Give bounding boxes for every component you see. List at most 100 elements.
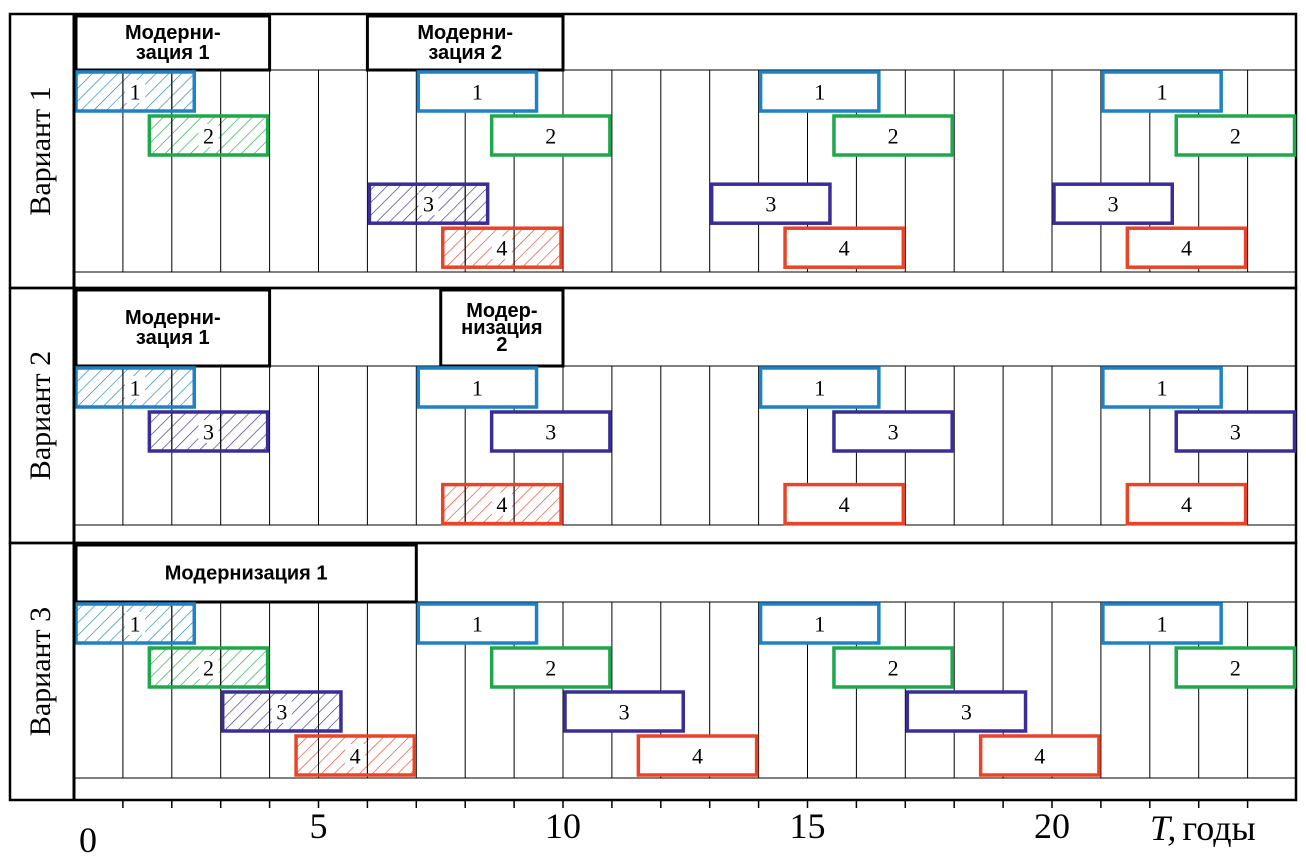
bar-label: 4	[496, 492, 507, 517]
bar-label: 4	[839, 492, 850, 517]
modernization-label: 2	[496, 334, 507, 356]
bar-label: 1	[814, 80, 825, 105]
time-axis: 0 5 10 15 20 T, годы	[72, 14, 1256, 859]
modernization-label: Модернизация 1	[165, 563, 328, 585]
bar-label: 2	[203, 124, 214, 149]
modernization-label: зация 2	[428, 42, 502, 64]
bar-label: 1	[130, 80, 141, 105]
bar-task-4: 4	[978, 734, 1101, 777]
bar-label: 4	[1181, 236, 1192, 261]
variant-label: Вариант 1	[24, 86, 57, 215]
bar-label: 2	[888, 124, 899, 149]
modernization-box-1: Модерни-зация 1	[74, 14, 272, 72]
variant-label: Вариант 2	[24, 351, 57, 480]
bar-label: 4	[496, 236, 507, 261]
bar-label: 1	[130, 376, 141, 401]
bar-task-2: 2	[147, 646, 270, 689]
bar-label: 3	[276, 700, 287, 725]
bar-task-4: 4	[1125, 226, 1248, 269]
bar-label: 2	[1230, 656, 1241, 681]
bar-label: 1	[130, 612, 141, 637]
bar-task-1: 1	[416, 366, 539, 409]
modernization-label: Модерни-	[125, 307, 221, 329]
modernization-label: низация	[461, 317, 542, 339]
bar-task-3: 3	[905, 690, 1028, 733]
bar-label: 1	[1157, 376, 1168, 401]
bar-label: 1	[472, 612, 483, 637]
bar-task-3: 3	[832, 410, 954, 453]
bar-label: 4	[1181, 492, 1192, 517]
bar-task-2: 2	[1174, 114, 1297, 157]
bar-label: 3	[888, 420, 899, 445]
bar-task-3: 3	[220, 690, 343, 733]
bar-task-4: 4	[441, 482, 563, 526]
variant-label: Вариант 3	[24, 607, 57, 736]
bar-label: 3	[545, 420, 556, 445]
bar-label: 1	[814, 376, 825, 401]
bar-task-3: 3	[367, 182, 490, 225]
bar-task-1: 1	[758, 366, 881, 409]
bar-label: 4	[692, 744, 703, 769]
bar-task-4: 4	[441, 226, 563, 269]
x-tick-label: 20	[1034, 806, 1070, 846]
modernization-box-1: Модернизация 1	[74, 543, 418, 604]
panel-variant-3: Вариант 3 Модернизация 1 1 2 3 4 1 2 3 4 1 2 3 4 1 2	[8, 541, 1298, 802]
bar-label: 4	[350, 744, 361, 769]
bar-task-1: 1	[1101, 366, 1223, 409]
bar-task-1: 1	[74, 366, 196, 409]
modernization-label: Модер-	[466, 300, 537, 322]
bar-task-2: 2	[832, 646, 954, 689]
bar-task-1: 1	[1101, 70, 1223, 113]
x-axis-title: T, годы	[1150, 808, 1256, 848]
bar-task-2: 2	[147, 114, 270, 157]
modernization-box-2: Модерни-зация 2	[365, 14, 565, 72]
bar-task-3: 3	[1174, 410, 1297, 453]
bar-task-4: 4	[783, 226, 906, 269]
x-tick-label: 15	[790, 806, 826, 846]
bar-label: 4	[839, 236, 850, 261]
bar-task-4: 4	[783, 482, 906, 526]
bar-task-1: 1	[74, 70, 196, 113]
x-tick-label: 10	[545, 806, 581, 846]
bar-task-3: 3	[563, 690, 685, 733]
bar-task-1: 1	[74, 602, 196, 645]
bar-task-1: 1	[416, 70, 539, 113]
bar-label: 2	[203, 656, 214, 681]
bar-label: 3	[619, 700, 630, 725]
x-tick-label: 5	[310, 806, 328, 846]
modernization-label: зация 1	[136, 42, 210, 64]
bar-task-2: 2	[1174, 646, 1297, 689]
bar-label: 2	[545, 656, 556, 681]
bar-task-3: 3	[489, 410, 612, 453]
bar-task-2: 2	[489, 114, 612, 157]
bar-task-3: 3	[709, 182, 832, 225]
bar-label: 1	[814, 612, 825, 637]
x-tick-label: 0	[79, 820, 97, 859]
bar-task-2: 2	[489, 646, 612, 689]
modernization-label: Модерни-	[125, 22, 221, 44]
bar-label: 3	[961, 700, 972, 725]
bar-task-1: 1	[416, 602, 539, 645]
bar-label: 1	[1157, 80, 1168, 105]
bar-label: 3	[765, 192, 776, 217]
bar-task-4: 4	[636, 734, 759, 777]
bar-label: 2	[888, 656, 899, 681]
bar-label: 2	[545, 124, 556, 149]
bar-task-1: 1	[758, 602, 881, 645]
bar-label: 3	[1230, 420, 1241, 445]
bar-label: 4	[1034, 744, 1045, 769]
bar-label: 3	[203, 420, 214, 445]
bar-task-4: 4	[1125, 482, 1248, 526]
modernization-box-1: Модерни-зация 1	[74, 288, 272, 368]
bar-task-4: 4	[294, 734, 417, 777]
bar-label: 1	[472, 376, 483, 401]
bar-task-3: 3	[1052, 182, 1174, 225]
bar-label: 3	[423, 192, 434, 217]
bar-task-1: 1	[758, 70, 881, 113]
bar-label: 1	[472, 80, 483, 105]
bar-label: 3	[1108, 192, 1119, 217]
bar-task-1: 1	[1101, 602, 1223, 645]
